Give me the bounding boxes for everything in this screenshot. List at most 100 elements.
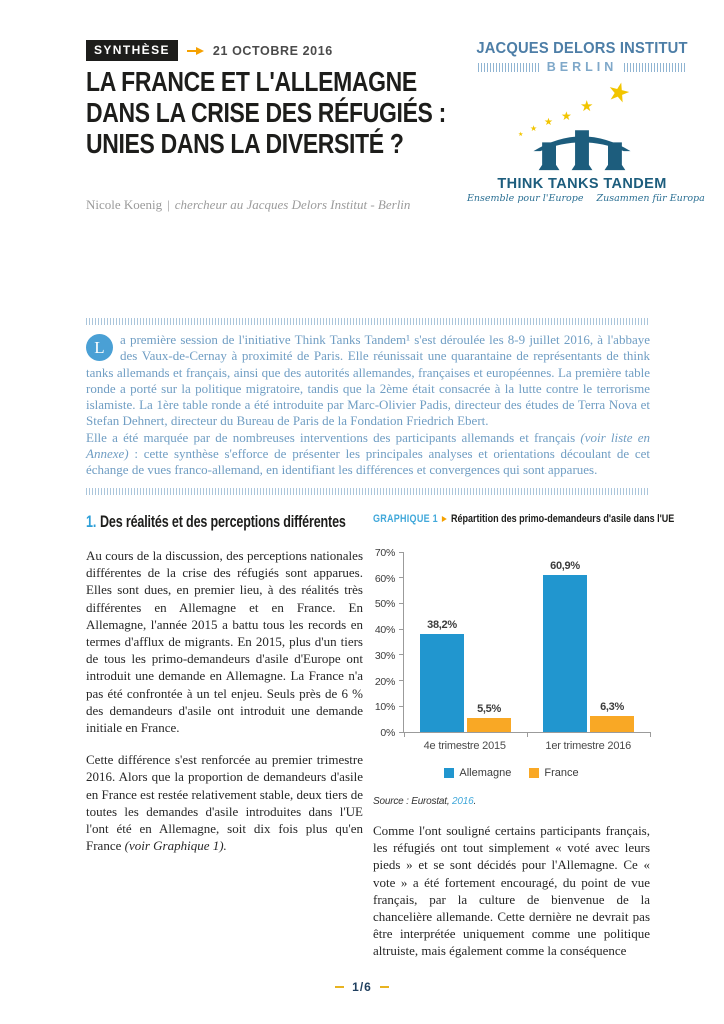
bar-france <box>467 717 511 732</box>
title-line-3: UNIES DANS LA DIVERSITÉ ? <box>86 128 404 159</box>
x-tick-mark <box>527 732 528 737</box>
bar-group: 60,9% 6,3% <box>527 553 650 732</box>
left-column: 1. Des réalités et des perceptions différ… <box>86 513 363 854</box>
source-period: . <box>473 796 477 807</box>
header-badge-row: SYNTHÈSE 21 OCTOBRE 2016 <box>86 40 333 61</box>
chart-legend: Allemagne France <box>373 767 650 779</box>
author-role: chercheur au Jacques Delors Institut - B… <box>174 197 411 212</box>
chart-header: GRAPHIQUE 1 Répartition des primo-demand… <box>373 513 674 525</box>
page-title: LA FRANCE ET L'ALLEMAGNE DANS LA CRISE D… <box>86 66 525 159</box>
body-paragraph-3: Comme l'ont souligné certains participan… <box>373 823 650 959</box>
intro-paragraph-2a: Elle a été marquée par de nombreuses int… <box>86 429 581 445</box>
intro-paragraph-2b: : cette synthèse s'efforce de présenter … <box>86 446 650 478</box>
legend-swatch-icon <box>444 768 455 778</box>
tandem-tagline: Ensemble pour l'Europe Zusammen für Euro… <box>462 193 705 204</box>
hatch-right-icon <box>624 62 687 72</box>
hatched-rule-top <box>86 318 650 325</box>
chart-label: GRAPHIQUE 1 <box>373 513 438 525</box>
author-line: Nicole Koenig | chercheur au Jacques Delor… <box>86 197 410 213</box>
tandem-name: THINK TANKS TANDEM <box>497 176 667 192</box>
chart-x-axis-labels: 4e trimestre 2015 1er trimestre 2016 <box>403 733 650 752</box>
section-heading: 1. Des réalités et des perceptions différ… <box>86 513 346 532</box>
y-tick-label: 30% <box>374 649 395 662</box>
bar-allemagne <box>543 575 587 732</box>
author-separator: | <box>167 197 170 212</box>
tagline-fr: Ensemble pour l'Europe <box>467 193 584 204</box>
x-tick-mark <box>650 732 651 737</box>
y-tick-mark <box>399 551 404 553</box>
body-paragraph-2-text: Cette différence s'est renforcée au prem… <box>86 752 363 854</box>
bar-group: 38,2% 5,5% <box>404 553 527 732</box>
y-tick-mark <box>399 577 404 579</box>
page-number: 1/6 <box>352 980 372 994</box>
y-tick-label: 60% <box>374 572 395 585</box>
chart-plot: 38,2% 5,5% 60,9% 6,3% <box>399 551 651 737</box>
right-column: GRAPHIQUE 1 Répartition des primo-demand… <box>373 513 674 960</box>
source-text: Source : Eurostat, <box>373 796 453 807</box>
legend-item: France <box>529 767 579 779</box>
y-tick-label: 50% <box>374 598 395 611</box>
x-category-label: 4e trimestre 2015 <box>423 740 506 752</box>
legend-swatch-icon <box>529 768 540 778</box>
tandem-logo: THINK TANKS TANDEM Ensemble pour l'Europ… <box>462 78 705 204</box>
star-icon <box>580 100 593 115</box>
legend-item: Allemagne <box>444 767 511 779</box>
y-tick-mark <box>399 602 404 604</box>
title-line-2: DANS LA CRISE DES RÉFUGIÉS : <box>86 97 446 128</box>
hatched-rule-bottom <box>86 487 650 495</box>
chart-y-axis: 0% 10% 20% 30% 40% 50% 60% 70% <box>373 547 403 739</box>
chart-arrow-icon <box>441 516 447 522</box>
intro-paragraph-2-em: (voir liste en Annexe) <box>86 429 650 462</box>
y-tick-mark <box>399 654 404 656</box>
author-name: Nicole Koenig <box>86 197 163 212</box>
chart-title: Répartition des primo-demandeurs d'asile… <box>450 513 675 525</box>
synthese-badge: SYNTHÈSE <box>86 40 178 61</box>
y-tick-mark <box>399 680 404 682</box>
bar-value-label: 60,9% <box>550 560 580 573</box>
legend-label: France <box>544 767 579 779</box>
star-icon <box>518 132 523 138</box>
dropcap: L <box>86 334 113 361</box>
institute-city-row: BERLIN <box>462 60 702 74</box>
body-paragraph-2-em: (voir Graphique 1). <box>124 838 227 854</box>
footer-dash-icon <box>335 985 345 989</box>
tagline-de: Zusammen für Europa <box>596 193 705 204</box>
y-tick-mark <box>399 705 404 707</box>
bar-chart: 0% 10% 20% 30% 40% 50% 60% 70% 38,2% 5,5% 60,9% 6,… <box>373 547 651 739</box>
source-link[interactable]: 2016 <box>452 796 474 807</box>
star-icon <box>604 78 633 109</box>
footer-dash-icon <box>379 985 389 989</box>
publication-date: 21 OCTOBRE 2016 <box>212 43 333 58</box>
bar-allemagne <box>420 633 464 732</box>
y-tick-label: 10% <box>374 701 395 714</box>
y-tick-label: 40% <box>374 624 395 637</box>
bar-value-label: 5,5% <box>477 702 501 715</box>
body-paragraph-2: Cette différence s'est renforcée au prem… <box>86 751 363 854</box>
hatch-left-icon <box>477 62 540 72</box>
bar-value-label: 38,2% <box>427 618 457 631</box>
y-tick-mark <box>399 628 404 630</box>
section-number: 1. <box>86 513 97 531</box>
y-tick-label: 20% <box>374 675 395 688</box>
intro-paragraph-1: a première session de l'initiative Think… <box>86 332 650 429</box>
x-category-label: 1er trimestre 2016 <box>545 740 632 752</box>
institute-city: BERLIN <box>546 60 618 74</box>
y-tick-label: 70% <box>374 547 395 559</box>
chart-source: Source : Eurostat, 2016. <box>373 796 650 807</box>
bar-france <box>590 715 634 732</box>
arch-icon <box>533 130 631 171</box>
body-paragraph-1: Au cours de la discussion, des perceptio… <box>86 548 363 736</box>
institute-logo-text: JACQUES DELORS INSTITUT <box>476 40 688 57</box>
bar-value-label: 6,3% <box>600 700 624 713</box>
page-footer: 1/6 <box>0 980 724 994</box>
section-title: Des réalités et des perceptions différen… <box>99 513 346 531</box>
y-tick-mark <box>399 731 404 733</box>
legend-label: Allemagne <box>459 767 512 779</box>
date-arrow-icon <box>186 46 204 55</box>
logo-block: JACQUES DELORS INSTITUT BERLIN THINK TAN… <box>462 40 705 204</box>
y-tick-label: 0% <box>380 727 395 739</box>
title-line-1: LA FRANCE ET L'ALLEMAGNE <box>86 66 417 97</box>
